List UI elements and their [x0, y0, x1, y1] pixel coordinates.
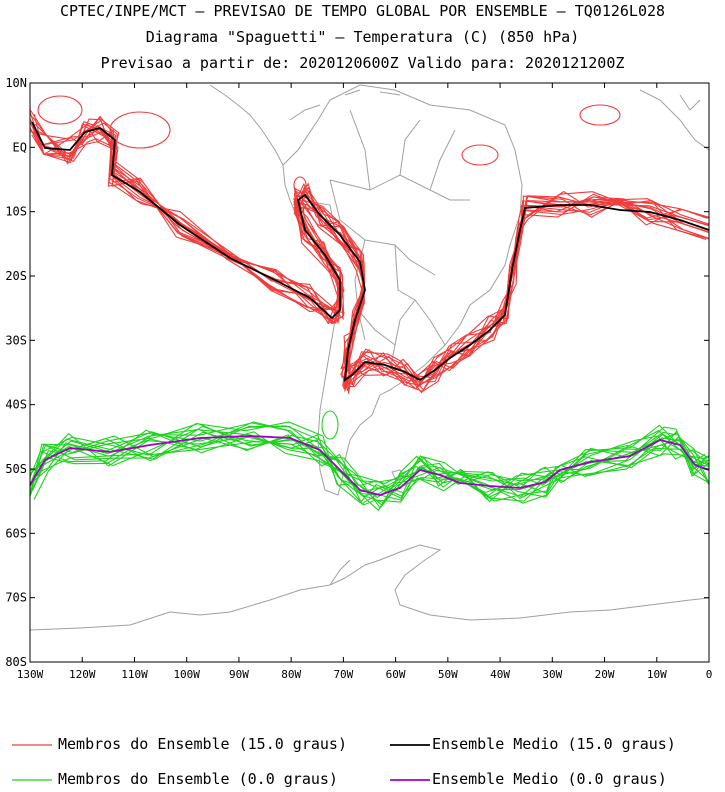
latitude-labels: 10N EQ 10S 20S 30S 40S 50S 60S 70S 80S	[5, 76, 27, 669]
member-15-contour	[29, 109, 710, 389]
lon-label: 40W	[490, 668, 510, 681]
member-0-contour	[30, 423, 709, 502]
lon-label: 90W	[229, 668, 249, 681]
lat-label: 80S	[5, 655, 27, 669]
member-0-contour	[29, 422, 708, 509]
member-15-contour	[29, 118, 707, 386]
mean-0-line	[29, 435, 710, 496]
lon-label: 80W	[281, 668, 301, 681]
member-15-contour	[29, 111, 710, 388]
legend-members-15-label: Membros do Ensemble (15.0 graus)	[58, 735, 347, 753]
lat-label: 30S	[5, 333, 27, 347]
lat-label: 50S	[5, 462, 27, 476]
member-0-contour	[31, 432, 706, 505]
member-15-contour	[31, 115, 708, 390]
mean-15-line	[31, 121, 710, 382]
lat-label: 70S	[5, 591, 27, 605]
member-closed-contour	[37, 95, 83, 125]
coastlines	[29, 84, 710, 631]
lat-label: 40S	[5, 398, 27, 412]
lat-label: 20S	[5, 269, 27, 283]
legend-mean-15-label: Ensemble Medio (15.0 graus)	[432, 735, 676, 753]
longitude-labels: 130W 120W 110W 100W 90W 80W 70W 60W 50W 40W 30W 20W…	[17, 668, 713, 681]
member-closed-contour	[321, 410, 339, 440]
lon-label: 30W	[542, 668, 562, 681]
title-line-2: Diagrama "Spaguetti" – Temperatura (C) (…	[145, 28, 580, 46]
member-0-contour	[32, 433, 710, 498]
title-line-3: Previsao a partir de: 2020120600Z Valido…	[100, 54, 625, 72]
member-closed-contour	[109, 111, 171, 149]
member-closed-contour	[461, 144, 499, 166]
lon-label: 60W	[386, 668, 406, 681]
lat-label: 10S	[5, 205, 27, 219]
lon-label: 120W	[69, 668, 96, 681]
member-15-contour	[29, 123, 706, 390]
lat-label: 10N	[5, 76, 27, 90]
member-15-contour	[35, 129, 710, 394]
member-15-contour	[32, 126, 710, 388]
legend-members-0-label: Membros do Ensemble (0.0 graus)	[58, 770, 338, 788]
members-0-contours	[29, 410, 710, 512]
legend-mean-0-label: Ensemble Medio (0.0 graus)	[432, 770, 667, 788]
plot-frame	[29, 82, 710, 663]
member-closed-contour	[293, 176, 307, 194]
lon-label: 0	[706, 668, 713, 681]
member-15-contour	[31, 116, 710, 385]
member-15-contour	[34, 123, 710, 381]
lon-label: 50W	[438, 668, 458, 681]
lon-label: 20W	[595, 668, 615, 681]
lon-label: 70W	[333, 668, 353, 681]
members-15-contours	[29, 95, 710, 394]
lon-label: 110W	[121, 668, 148, 681]
member-0-contour	[29, 425, 710, 500]
member-closed-contour	[579, 104, 621, 126]
member-15-contour	[34, 119, 707, 388]
member-15-contour	[29, 120, 708, 382]
lon-label: 100W	[173, 668, 200, 681]
lat-label: EQ	[13, 140, 27, 154]
member-15-contour	[33, 114, 710, 386]
lat-label: 60S	[5, 526, 27, 540]
title-line-1: CPTEC/INPE/MCT – PREVISAO DE TEMPO GLOBA…	[59, 2, 666, 20]
member-0-contour	[30, 421, 710, 499]
lon-label: 130W	[17, 668, 44, 681]
lon-label: 10W	[647, 668, 667, 681]
member-0-contour	[31, 424, 710, 489]
